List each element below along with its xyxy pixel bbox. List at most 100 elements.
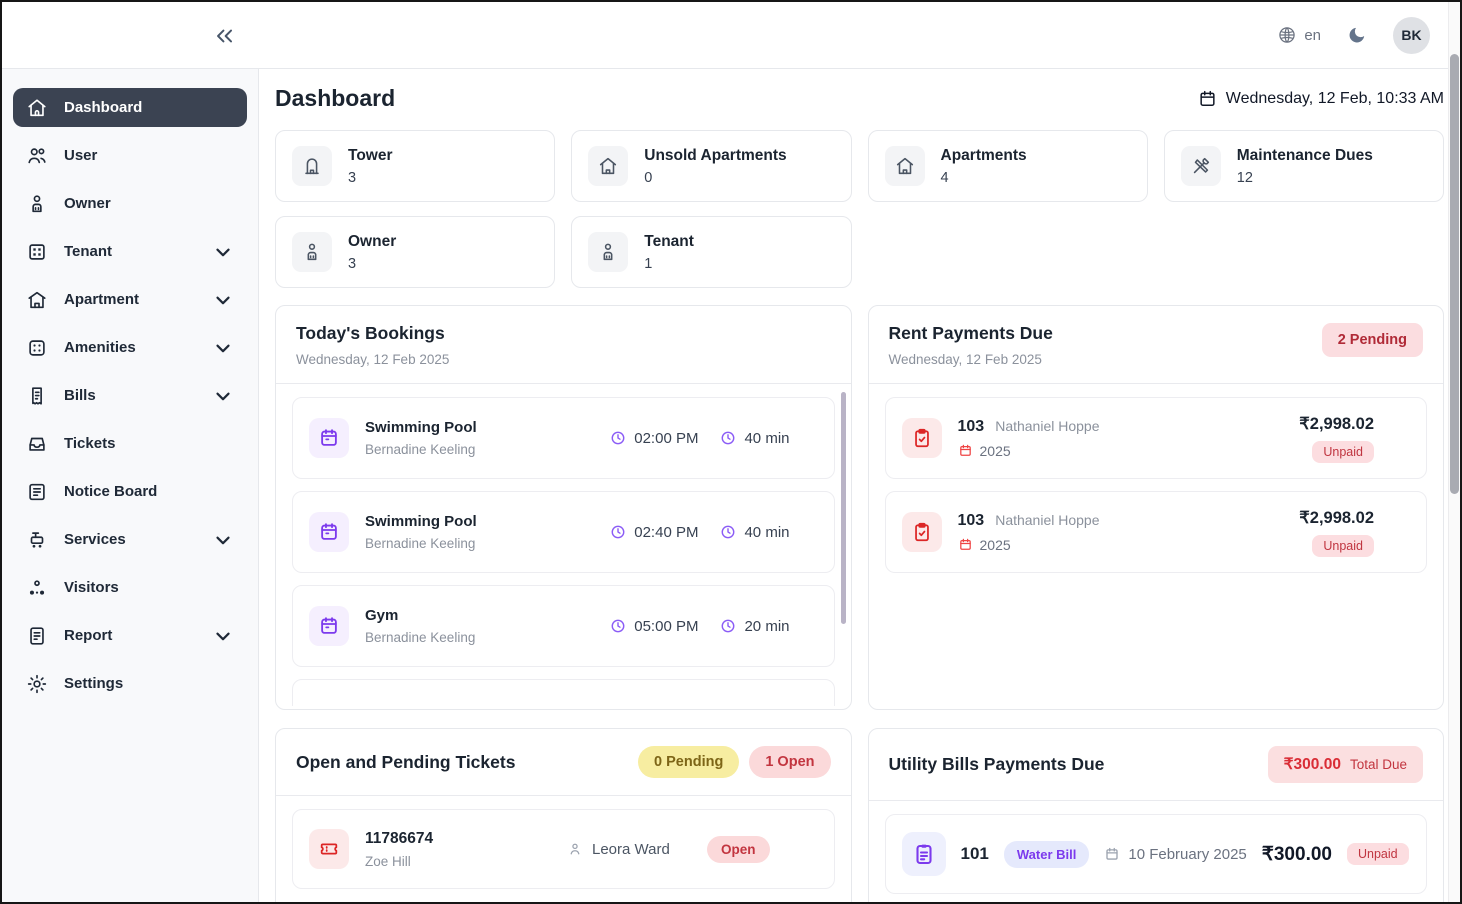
rent-period: 2025 (979, 442, 1011, 459)
document-icon (26, 625, 48, 647)
main-content: Dashboard Wednesday, 12 Feb, 10:33 AM To… (259, 69, 1460, 902)
grid-dots-icon (26, 337, 48, 359)
clock-icon (610, 524, 626, 540)
stat-card-tenant[interactable]: Tenant 1 (571, 216, 852, 288)
utility-unit: 101 (960, 844, 989, 863)
stat-value: 3 (348, 169, 357, 186)
page-scrollbar[interactable] (1448, 2, 1460, 902)
utility-bills-panel: Utility Bills Payments Due ₹300.00 Total… (867, 728, 1444, 902)
bookings-scrollbar[interactable] (840, 392, 846, 624)
inbox-icon (26, 433, 48, 455)
stat-label: Tower (348, 146, 393, 164)
calendar-icon (309, 606, 349, 646)
avatar-initials: BK (1401, 27, 1422, 43)
datetime-label: Wednesday, 12 Feb, 10:33 AM (1225, 89, 1444, 107)
board-icon (26, 481, 48, 503)
booking-item[interactable]: Swimming Pool Bernadine Keeling 02:00 PM… (292, 397, 835, 479)
calendar-icon (958, 537, 973, 552)
home-icon (26, 97, 48, 119)
stat-label: Maintenance Dues (1236, 146, 1373, 164)
sidebar-item-owner[interactable]: Owner (13, 184, 247, 223)
rent-tenant: Nathaniel Hoppe (995, 417, 1100, 434)
unpaid-status-badge: Unpaid (1346, 843, 1409, 865)
sidebar-collapse-button[interactable] (208, 21, 240, 51)
stat-value: 3 (348, 255, 357, 272)
booking-item-partial[interactable] (292, 679, 835, 706)
sidebar-item-visitors[interactable]: Visitors (13, 568, 247, 607)
user-avatar[interactable]: BK (1393, 16, 1430, 54)
stat-label: Tenant (644, 232, 694, 250)
ticket-icon (309, 829, 349, 869)
tickets-list: 11786674 Zoe Hill Leora Ward Open (276, 796, 851, 902)
calendar-icon (1198, 89, 1217, 108)
sidebar-item-tickets[interactable]: Tickets (13, 424, 247, 463)
panel-title: Utility Bills Payments Due (888, 754, 1105, 774)
booking-duration: 20 min (744, 617, 790, 635)
clock-icon (720, 524, 736, 540)
rent-period: 2025 (979, 536, 1011, 553)
booking-time: 05:00 PM (634, 617, 699, 635)
utility-bill-item[interactable]: 101 Water Bill 10 February 2025 ₹300.00 … (884, 814, 1427, 894)
house-icon (884, 146, 925, 186)
sidebar-item-label: Tickets (64, 435, 116, 452)
globe-icon (1277, 25, 1297, 45)
service-icon (26, 529, 48, 551)
tools-icon (1180, 146, 1221, 186)
sidebar-item-label: Tenant (64, 243, 113, 260)
sidebar-item-services[interactable]: Services (13, 520, 247, 559)
sidebar-item-label: User (64, 147, 98, 164)
sidebar-item-tenant[interactable]: Tenant (13, 232, 247, 271)
tower-icon (292, 146, 332, 186)
language-switcher[interactable]: en (1277, 25, 1321, 45)
total-due-label: Total Due (1349, 757, 1407, 772)
stat-card-apartments[interactable]: Apartments 4 (867, 130, 1148, 202)
tickets-panel: Open and Pending Tickets 0 Pending 1 Ope… (275, 728, 852, 902)
stat-card-owner[interactable]: Owner 3 (275, 216, 556, 288)
clock-icon (720, 430, 736, 446)
sidebar-item-dashboard[interactable]: Dashboard (13, 88, 247, 127)
booking-person: Bernadine Keeling (365, 442, 476, 457)
open-count-badge: 1 Open (749, 746, 831, 778)
chevron-down-icon (212, 625, 234, 647)
current-datetime: Wednesday, 12 Feb, 10:33 AM (1198, 89, 1444, 108)
panel-title: Rent Payments Due (888, 323, 1053, 343)
stat-label: Unsold Apartments (644, 146, 787, 164)
utility-date: 10 February 2025 (1128, 845, 1247, 863)
bill-type-badge: Water Bill (1003, 840, 1090, 868)
stat-card-maintenance-dues[interactable]: Maintenance Dues 12 (1163, 130, 1444, 202)
sidebar-item-apartment[interactable]: Apartment (13, 280, 247, 319)
booking-item[interactable]: Swimming Pool Bernadine Keeling 02:40 PM… (292, 491, 835, 573)
sidebar-item-label: Dashboard (64, 99, 143, 116)
chevron-down-icon (212, 529, 234, 551)
booking-duration: 40 min (744, 429, 790, 447)
panel-subtitle: Wednesday, 12 Feb 2025 (296, 352, 450, 367)
topbar-controls: en BK (1277, 16, 1460, 54)
open-status-badge: Open (706, 835, 770, 863)
sidebar-item-amenities[interactable]: Amenities (13, 328, 247, 367)
ticket-raised-by: Zoe Hill (365, 853, 411, 869)
page-scrollbar-thumb[interactable] (1450, 54, 1459, 494)
stat-card-tower[interactable]: Tower 3 (275, 130, 556, 202)
sidebar-item-user[interactable]: User (13, 136, 247, 175)
sidebar-item-bills[interactable]: Bills (13, 376, 247, 415)
calendar-icon (309, 418, 349, 458)
booking-item[interactable]: Gym Bernadine Keeling 05:00 PM 20 min (292, 585, 835, 667)
top-bar: en BK (2, 2, 1460, 69)
rent-item[interactable]: 103 Nathaniel Hoppe 2025 ₹2,998.02 (884, 397, 1427, 479)
double-chevron-left-icon (211, 23, 237, 49)
calendar-icon (958, 443, 973, 458)
sidebar: Dashboard User Owner Tenant Apartment (2, 69, 259, 902)
dark-mode-toggle[interactable] (1347, 25, 1367, 45)
sidebar-item-report[interactable]: Report (13, 616, 247, 655)
sidebar-item-settings[interactable]: Settings (13, 664, 247, 703)
utility-amount: ₹300.00 (1261, 843, 1332, 865)
panel-title: Today's Bookings (296, 323, 445, 343)
rent-amount: ₹2,998.02 (1299, 414, 1374, 433)
sidebar-item-label: Report (64, 627, 113, 644)
stat-card-unsold-apartments[interactable]: Unsold Apartments 0 (571, 130, 852, 202)
rent-item[interactable]: 103 Nathaniel Hoppe 2025 ₹2,998.02 (884, 491, 1427, 573)
ticket-item[interactable]: 11786674 Zoe Hill Leora Ward Open (292, 809, 835, 889)
sidebar-item-notice-board[interactable]: Notice Board (13, 472, 247, 511)
grid-icon (26, 241, 48, 263)
todays-bookings-panel: Today's Bookings Wednesday, 12 Feb 2025 … (275, 305, 852, 710)
